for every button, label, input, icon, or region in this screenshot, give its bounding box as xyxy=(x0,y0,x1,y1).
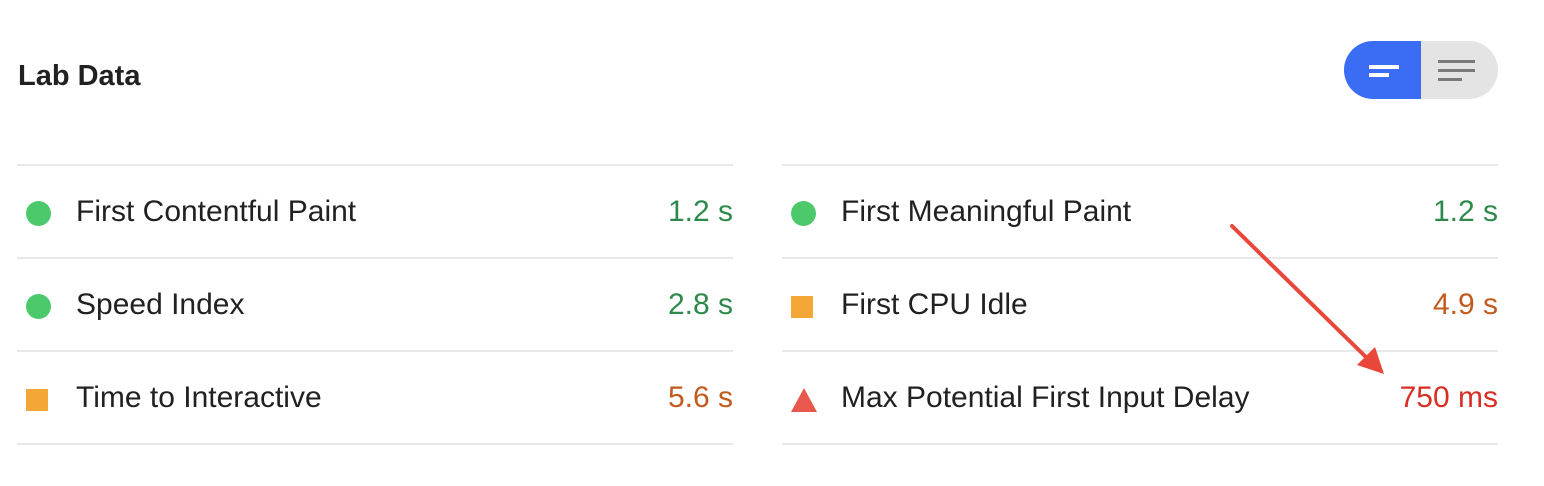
short-lines-icon xyxy=(1369,65,1399,77)
metric-label: Speed Index xyxy=(76,288,245,321)
metric-value: 1.2 s xyxy=(667,195,733,228)
metrics-column-left: First Contentful Paint 1.2 s Speed Index… xyxy=(17,164,733,445)
metric-value: 4.9 s xyxy=(1432,288,1498,321)
metric-value: 1.2 s xyxy=(1432,195,1498,228)
fail-triangle-icon xyxy=(791,388,817,412)
expanded-view-button[interactable] xyxy=(1421,41,1498,99)
metric-row: First CPU Idle 4.9 s xyxy=(782,257,1498,350)
metric-label: First CPU Idle xyxy=(841,288,1028,321)
metric-row: Speed Index 2.8 s xyxy=(17,257,733,350)
pass-circle-icon xyxy=(26,294,51,319)
long-lines-icon xyxy=(1438,60,1475,81)
metric-label: First Contentful Paint xyxy=(76,195,357,228)
metric-row: First Meaningful Paint 1.2 s xyxy=(782,164,1498,257)
pass-circle-icon xyxy=(791,201,816,226)
view-toggle[interactable] xyxy=(1344,41,1498,99)
compact-view-button[interactable] xyxy=(1344,41,1421,99)
metric-value: 5.6 s xyxy=(667,381,733,414)
section-title: Lab Data xyxy=(18,60,141,92)
metric-value: 2.8 s xyxy=(667,288,733,321)
metric-label: First Meaningful Paint xyxy=(841,195,1132,228)
metric-label: Max Potential First Input Delay xyxy=(841,381,1250,414)
average-square-icon xyxy=(791,296,813,318)
metric-row: Time to Interactive 5.6 s xyxy=(17,350,733,445)
metric-value: 750 ms xyxy=(1399,381,1498,414)
metric-label: Time to Interactive xyxy=(76,381,322,414)
pass-circle-icon xyxy=(26,201,51,226)
metric-row: First Contentful Paint 1.2 s xyxy=(17,164,733,257)
metrics-column-right: First Meaningful Paint 1.2 s First CPU I… xyxy=(782,164,1498,445)
metric-row: Max Potential First Input Delay 750 ms xyxy=(782,350,1498,445)
average-square-icon xyxy=(26,389,48,411)
